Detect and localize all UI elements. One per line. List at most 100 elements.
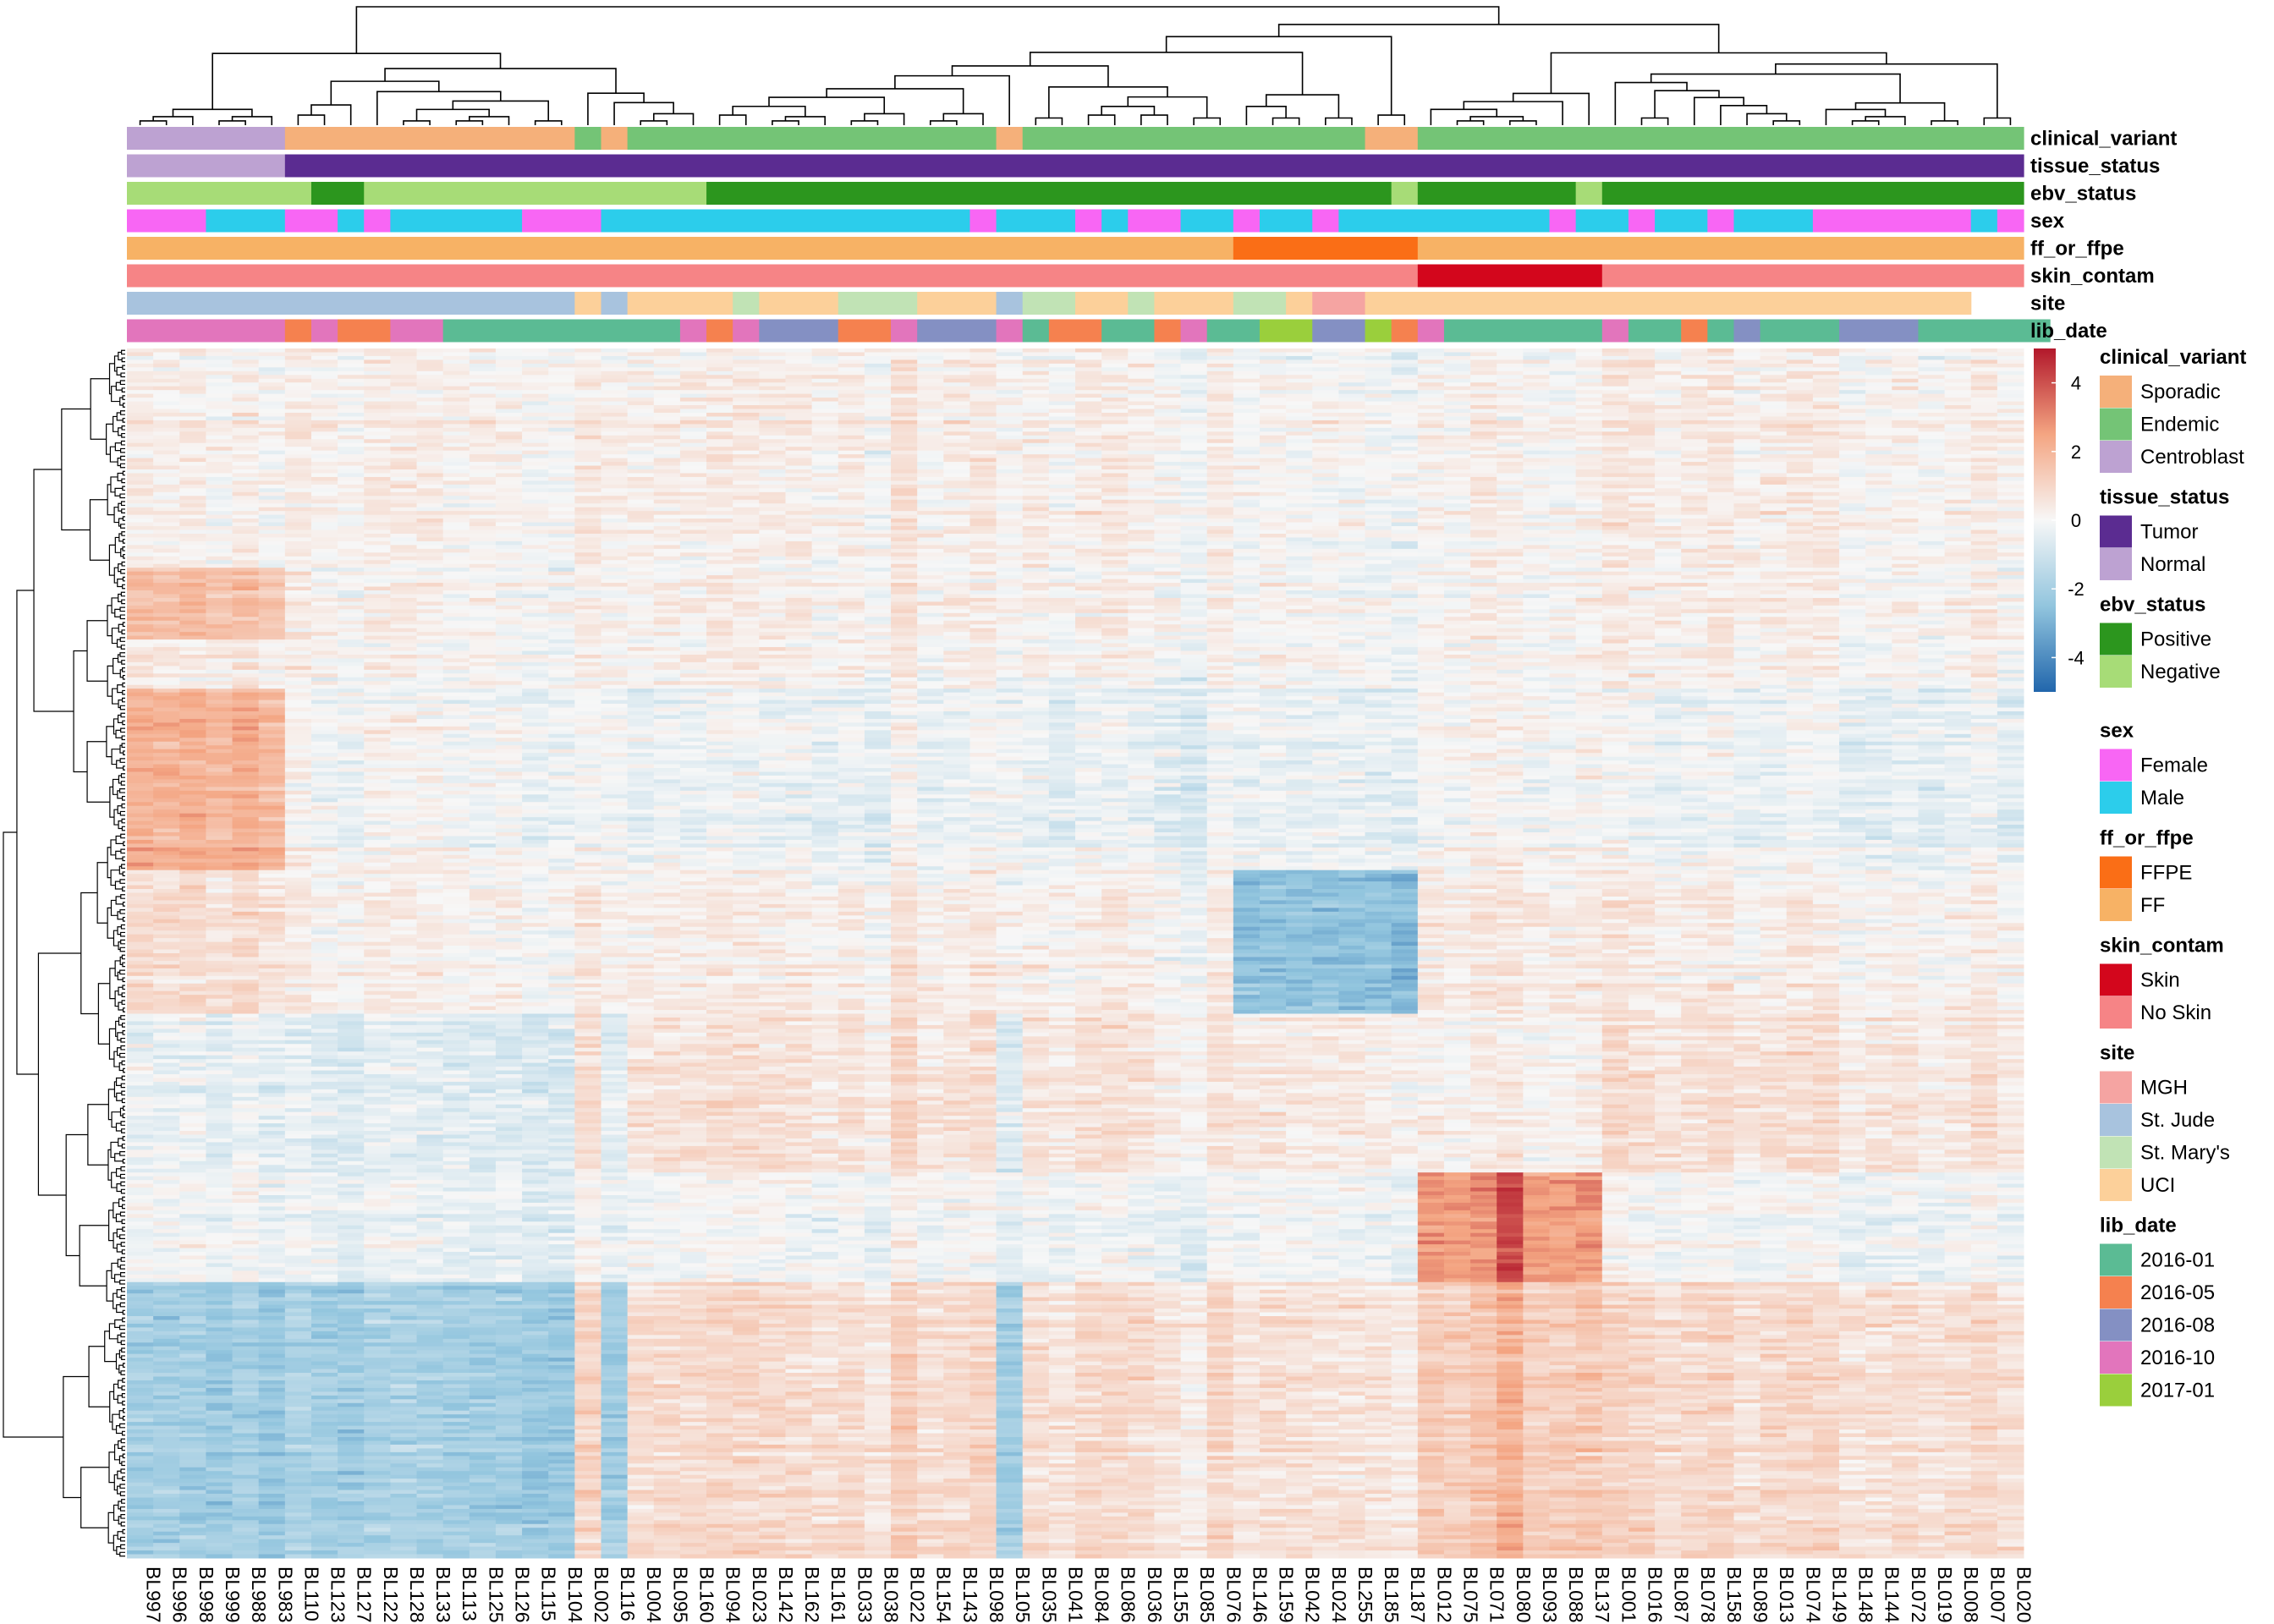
dendrogram-branch bbox=[123, 547, 125, 551]
heatmap-cell bbox=[1128, 568, 1155, 572]
heatmap-cell bbox=[390, 526, 417, 530]
heatmap-cell bbox=[997, 473, 1024, 477]
heatmap-cell bbox=[1629, 451, 1656, 455]
heatmap-cell bbox=[417, 526, 444, 530]
heatmap-cell bbox=[233, 375, 260, 379]
heatmap-cell bbox=[522, 436, 549, 440]
track-label: skin_contam bbox=[2030, 265, 2155, 288]
annotation-cell: skin_contam: No Skin bbox=[1602, 265, 2024, 288]
dendrogram-branch bbox=[38, 953, 80, 1195]
heatmap-cell bbox=[1338, 443, 1365, 447]
heatmap-cell bbox=[1128, 398, 1155, 402]
heatmap-cell bbox=[285, 541, 312, 546]
heatmap-cell bbox=[338, 515, 365, 519]
heatmap-cell bbox=[1550, 564, 1577, 568]
heatmap-cell bbox=[838, 447, 865, 451]
heatmap-cell bbox=[1839, 518, 1866, 523]
heatmap-cell bbox=[785, 428, 812, 432]
heatmap-cell bbox=[1312, 416, 1339, 420]
heatmap-cell bbox=[390, 436, 417, 440]
heatmap-cell bbox=[1470, 379, 1497, 383]
heatmap-cell bbox=[1181, 409, 1208, 414]
heatmap-cell bbox=[1602, 575, 1629, 579]
heatmap-cell bbox=[1629, 534, 1656, 538]
heatmap-cell bbox=[574, 473, 601, 477]
heatmap-cell bbox=[785, 431, 812, 436]
heatmap-cell bbox=[785, 458, 812, 463]
heatmap-cell bbox=[1629, 568, 1656, 572]
heatmap-cell bbox=[601, 503, 629, 508]
heatmap-cell bbox=[1207, 443, 1234, 447]
heatmap-cell bbox=[812, 431, 839, 436]
heatmap-cell bbox=[680, 557, 707, 561]
heatmap-cell bbox=[1918, 557, 1945, 561]
heatmap-cell bbox=[1550, 398, 1577, 402]
heatmap-cell bbox=[1733, 424, 1760, 428]
heatmap-cell bbox=[1523, 537, 1550, 541]
dendrogram-branch bbox=[121, 524, 125, 528]
heatmap-cell bbox=[127, 428, 154, 432]
heatmap-cell bbox=[1049, 557, 1076, 561]
heatmap-cell bbox=[390, 390, 417, 394]
heatmap-cell bbox=[522, 503, 549, 508]
heatmap-cell bbox=[1286, 359, 1313, 364]
dendrogram-branch bbox=[120, 947, 125, 951]
dendrogram-branch bbox=[121, 448, 125, 452]
heatmap-cell bbox=[1918, 469, 1945, 474]
heatmap-cell bbox=[1023, 443, 1050, 447]
heatmap-cell bbox=[601, 359, 629, 364]
heatmap-cell bbox=[1707, 416, 1734, 420]
dendrogram-branch bbox=[123, 1023, 125, 1027]
heatmap-cell bbox=[1286, 367, 1313, 371]
heatmap-cell bbox=[390, 431, 417, 436]
heatmap-cell bbox=[733, 431, 760, 436]
heatmap-cell bbox=[127, 420, 154, 425]
heatmap-cell bbox=[574, 485, 601, 489]
heatmap-cell bbox=[1101, 436, 1129, 440]
heatmap-cell bbox=[1892, 390, 1919, 394]
heatmap-cell bbox=[1365, 431, 1392, 436]
heatmap-cell bbox=[1760, 379, 1788, 383]
heatmap-cell bbox=[470, 371, 497, 376]
heatmap-cell bbox=[1733, 390, 1760, 394]
heatmap-cell bbox=[1892, 454, 1919, 458]
heatmap-cell bbox=[1576, 462, 1603, 466]
heatmap-cell bbox=[1839, 492, 1866, 497]
dendrogram-branch bbox=[122, 1076, 125, 1079]
heatmap-cell bbox=[1655, 424, 1682, 428]
heatmap-cell bbox=[1892, 428, 1919, 432]
heatmap-cell bbox=[680, 473, 707, 477]
heatmap-cell bbox=[1918, 568, 1945, 572]
heatmap-cell bbox=[1602, 352, 1629, 356]
heatmap-cell bbox=[1602, 416, 1629, 420]
heatmap-cell bbox=[680, 379, 707, 383]
heatmap-cell bbox=[1787, 515, 1814, 519]
heatmap-cell bbox=[153, 458, 180, 463]
heatmap-cell bbox=[1945, 568, 1972, 572]
heatmap-cell bbox=[1787, 364, 1814, 368]
heatmap-cell bbox=[153, 405, 180, 409]
heatmap-cell bbox=[548, 564, 575, 568]
heatmap-cell bbox=[1576, 431, 1603, 436]
heatmap-cell bbox=[259, 568, 286, 572]
heatmap-cell bbox=[233, 545, 260, 549]
heatmap-cell bbox=[364, 420, 391, 425]
heatmap-cell bbox=[1101, 469, 1129, 474]
heatmap-cell bbox=[1945, 348, 1972, 353]
heatmap-cell bbox=[1181, 390, 1208, 394]
heatmap-cell bbox=[654, 508, 681, 512]
heatmap-cell bbox=[680, 466, 707, 470]
heatmap-cell bbox=[1733, 503, 1760, 508]
heatmap-cell bbox=[1787, 447, 1814, 451]
heatmap-cell bbox=[1497, 560, 1524, 564]
heatmap-cell bbox=[865, 371, 892, 376]
heatmap-cell bbox=[1312, 541, 1339, 546]
heatmap-cell bbox=[1128, 537, 1155, 541]
heatmap-cell bbox=[574, 515, 601, 519]
heatmap-cell bbox=[1733, 454, 1760, 458]
heatmap-cell bbox=[1497, 356, 1524, 360]
heatmap-cell bbox=[1444, 485, 1471, 489]
heatmap-cell bbox=[443, 439, 470, 443]
dendrogram-branch bbox=[404, 121, 430, 125]
heatmap-cell bbox=[1787, 564, 1814, 568]
